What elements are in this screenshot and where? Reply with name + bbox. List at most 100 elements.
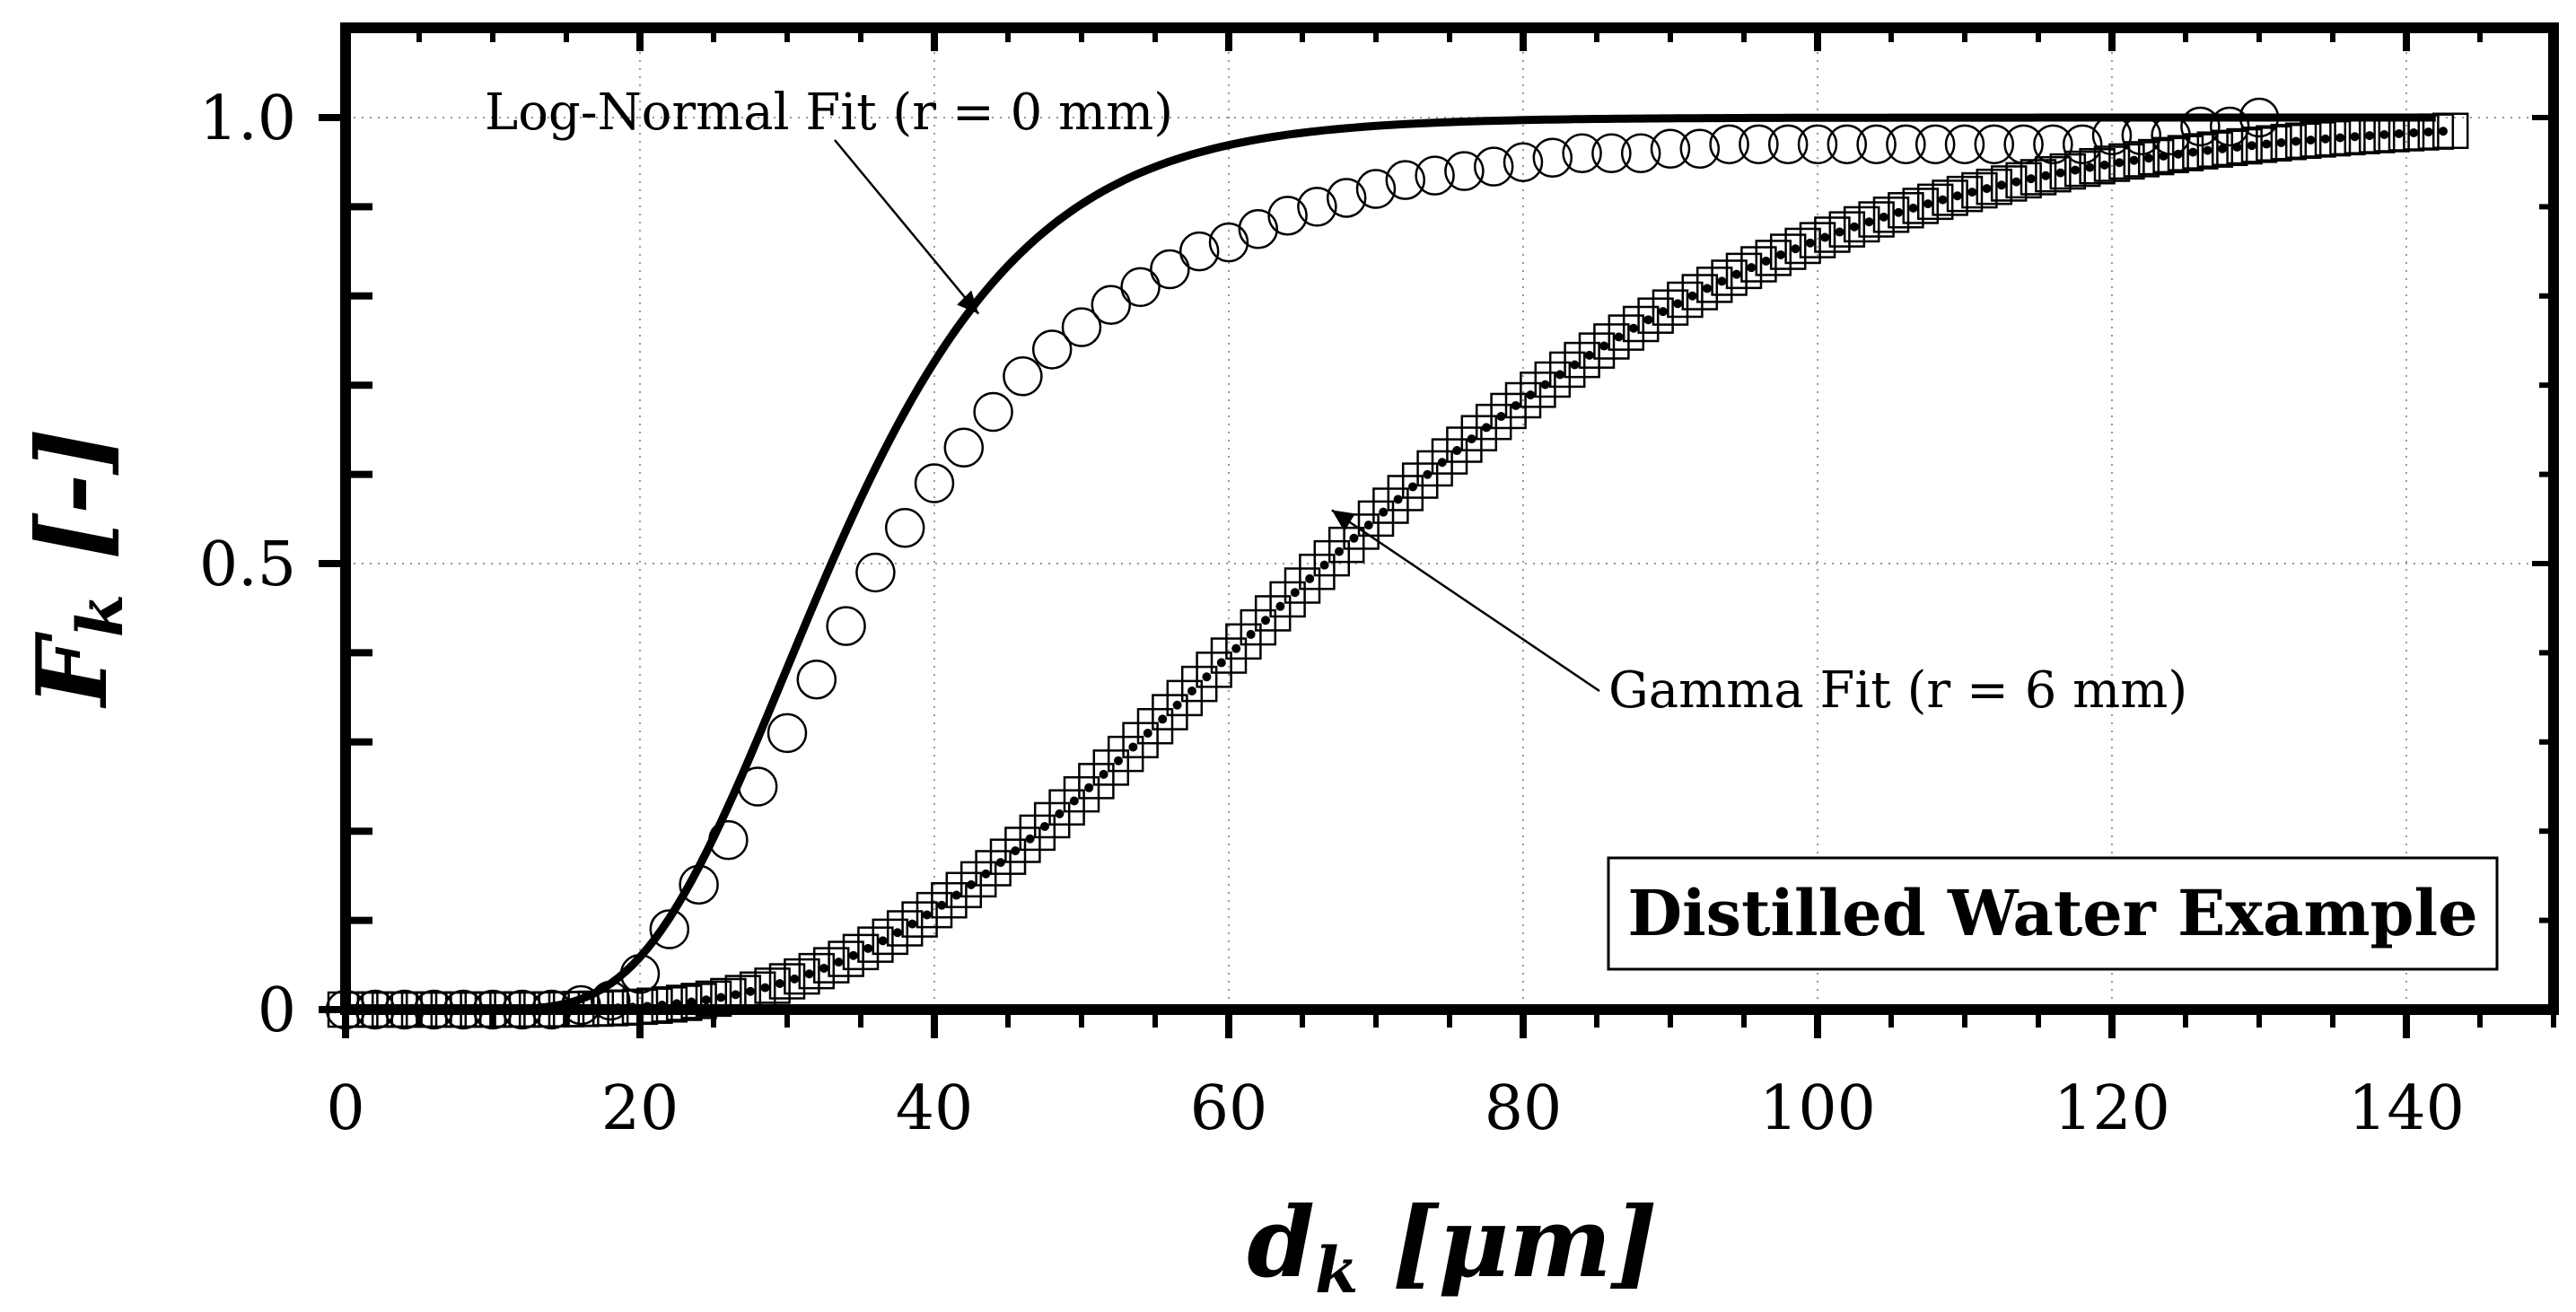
x-tick-label: 0 — [326, 1073, 364, 1144]
gamma-fit-dot — [1555, 370, 1564, 380]
data-point-square — [1990, 165, 2028, 202]
gamma-fit-dot — [1216, 658, 1226, 668]
series-measured-r0 — [325, 97, 2280, 1030]
gamma-fit-dot — [2115, 158, 2125, 168]
gamma-fit-dot — [2320, 134, 2330, 144]
gamma-fit-dot — [1128, 742, 1138, 752]
gamma-fit-dot — [2335, 133, 2345, 143]
data-point-circle — [1679, 128, 1721, 170]
data-point-circle — [2209, 106, 2250, 147]
data-point-square — [1166, 679, 1204, 717]
data-point-circle — [1797, 124, 1838, 165]
gamma-fit-dot — [863, 943, 873, 953]
gamma-fit-dot — [2159, 151, 2169, 161]
data-point-square — [2240, 127, 2278, 163]
data-point-square — [1504, 381, 1542, 419]
gamma-fit-dot — [1011, 846, 1021, 856]
data-point-circle — [1974, 124, 2015, 165]
data-point-square — [1828, 211, 1866, 248]
gamma-fit-dot — [2188, 147, 2198, 157]
gamma-fit-dot — [2394, 128, 2404, 138]
gamma-fit-dot — [1379, 507, 1389, 517]
gamma-fit-dot — [2409, 128, 2419, 138]
data-point-square — [1196, 652, 1232, 688]
data-point-square — [1033, 801, 1071, 839]
data-point-square — [1284, 567, 1321, 604]
data-point-square — [1092, 749, 1130, 786]
gamma-fit-dot — [1319, 560, 1329, 570]
data-point-circle — [1091, 284, 1132, 325]
data-point-square — [798, 952, 836, 990]
gamma-fit-dot — [1850, 222, 1859, 232]
data-point-square — [2152, 136, 2189, 174]
data-point-circle — [1591, 133, 1632, 174]
data-point-square — [2270, 123, 2308, 161]
data-point-square — [1769, 233, 1807, 270]
gamma-fit-dot — [1084, 783, 1094, 792]
data-point-circle — [1562, 133, 1602, 174]
gamma-fit-dot — [2232, 142, 2242, 152]
gamma-fit-dot — [1747, 263, 1757, 273]
annotation-lognormal-arrow — [834, 139, 980, 315]
data-point-square — [1254, 595, 1292, 632]
data-point-circle — [1886, 124, 1926, 165]
gamma-fit-dot — [1614, 332, 1624, 342]
gamma-fit-dot — [2439, 127, 2448, 136]
data-point-square — [1401, 462, 1439, 499]
data-point-square — [1872, 197, 1910, 233]
data-point-square — [1902, 188, 1940, 224]
gamma-fit-dot — [1952, 191, 1962, 201]
gamma-fit-dot — [1437, 458, 1447, 468]
data-point-circle — [1150, 249, 1190, 290]
gamma-fit-dot — [922, 910, 932, 920]
data-point-square — [2211, 129, 2248, 167]
gamma-fit-dot — [746, 986, 755, 996]
data-point-circle — [1650, 128, 1691, 170]
data-point-square — [2300, 121, 2336, 158]
data-point-square — [1372, 487, 1409, 524]
gamma-fit-dot — [760, 983, 770, 993]
data-point-square — [1534, 361, 1572, 398]
x-axis-title: dk [μm] — [1247, 1186, 1657, 1308]
data-point-circle — [1709, 124, 1749, 165]
annotations: Log-Normal Fit (r = 0 mm) Gamma Fit (r = … — [485, 83, 2187, 720]
data-point-circle — [796, 659, 837, 700]
data-point-square — [975, 850, 1012, 887]
data-point-square — [2020, 159, 2057, 196]
data-point-square — [1152, 694, 1188, 730]
gamma-fit-dot — [1040, 821, 1049, 831]
x-tick-label: 20 — [601, 1073, 679, 1144]
data-point-square — [2196, 131, 2234, 168]
gamma-fit-dot — [2055, 168, 2065, 178]
data-point-square — [665, 984, 703, 1021]
gamma-fit-dot — [1231, 643, 1241, 653]
data-point-square — [1063, 775, 1100, 813]
data-point-circle — [1061, 307, 1102, 347]
gamma-fit-dot — [981, 869, 991, 879]
gamma-fit-dot — [1629, 323, 1638, 333]
gamma-fit-dot — [2011, 177, 2021, 187]
legend-text: Distilled Water Example — [1627, 876, 2477, 950]
gamma-fit-dot — [1099, 769, 1108, 779]
data-point-square — [1210, 637, 1248, 674]
data-point-square — [1755, 240, 1792, 276]
data-point-square — [784, 958, 820, 995]
data-point-square — [1019, 814, 1056, 852]
data-point-square — [1784, 227, 1821, 265]
data-point-circle — [1326, 178, 1367, 218]
data-point-square — [1932, 179, 1968, 216]
data-point-circle — [767, 713, 808, 754]
data-point-square — [1431, 438, 1468, 475]
data-point-square — [812, 947, 850, 984]
gamma-fit-dot — [1761, 256, 1771, 266]
data-point-square — [1387, 475, 1424, 512]
data-point-circle — [826, 606, 866, 646]
gamma-fit-dot — [2291, 136, 2300, 146]
data-point-square — [1946, 175, 1984, 213]
data-point-circle — [1739, 124, 1779, 165]
legend-box — [1607, 856, 2499, 971]
gamma-fit-dot — [1673, 299, 1683, 309]
gamma-fit-dot — [1584, 350, 1594, 360]
gamma-fit-dot — [701, 995, 711, 1005]
gamma-fit-dot — [1658, 307, 1668, 317]
